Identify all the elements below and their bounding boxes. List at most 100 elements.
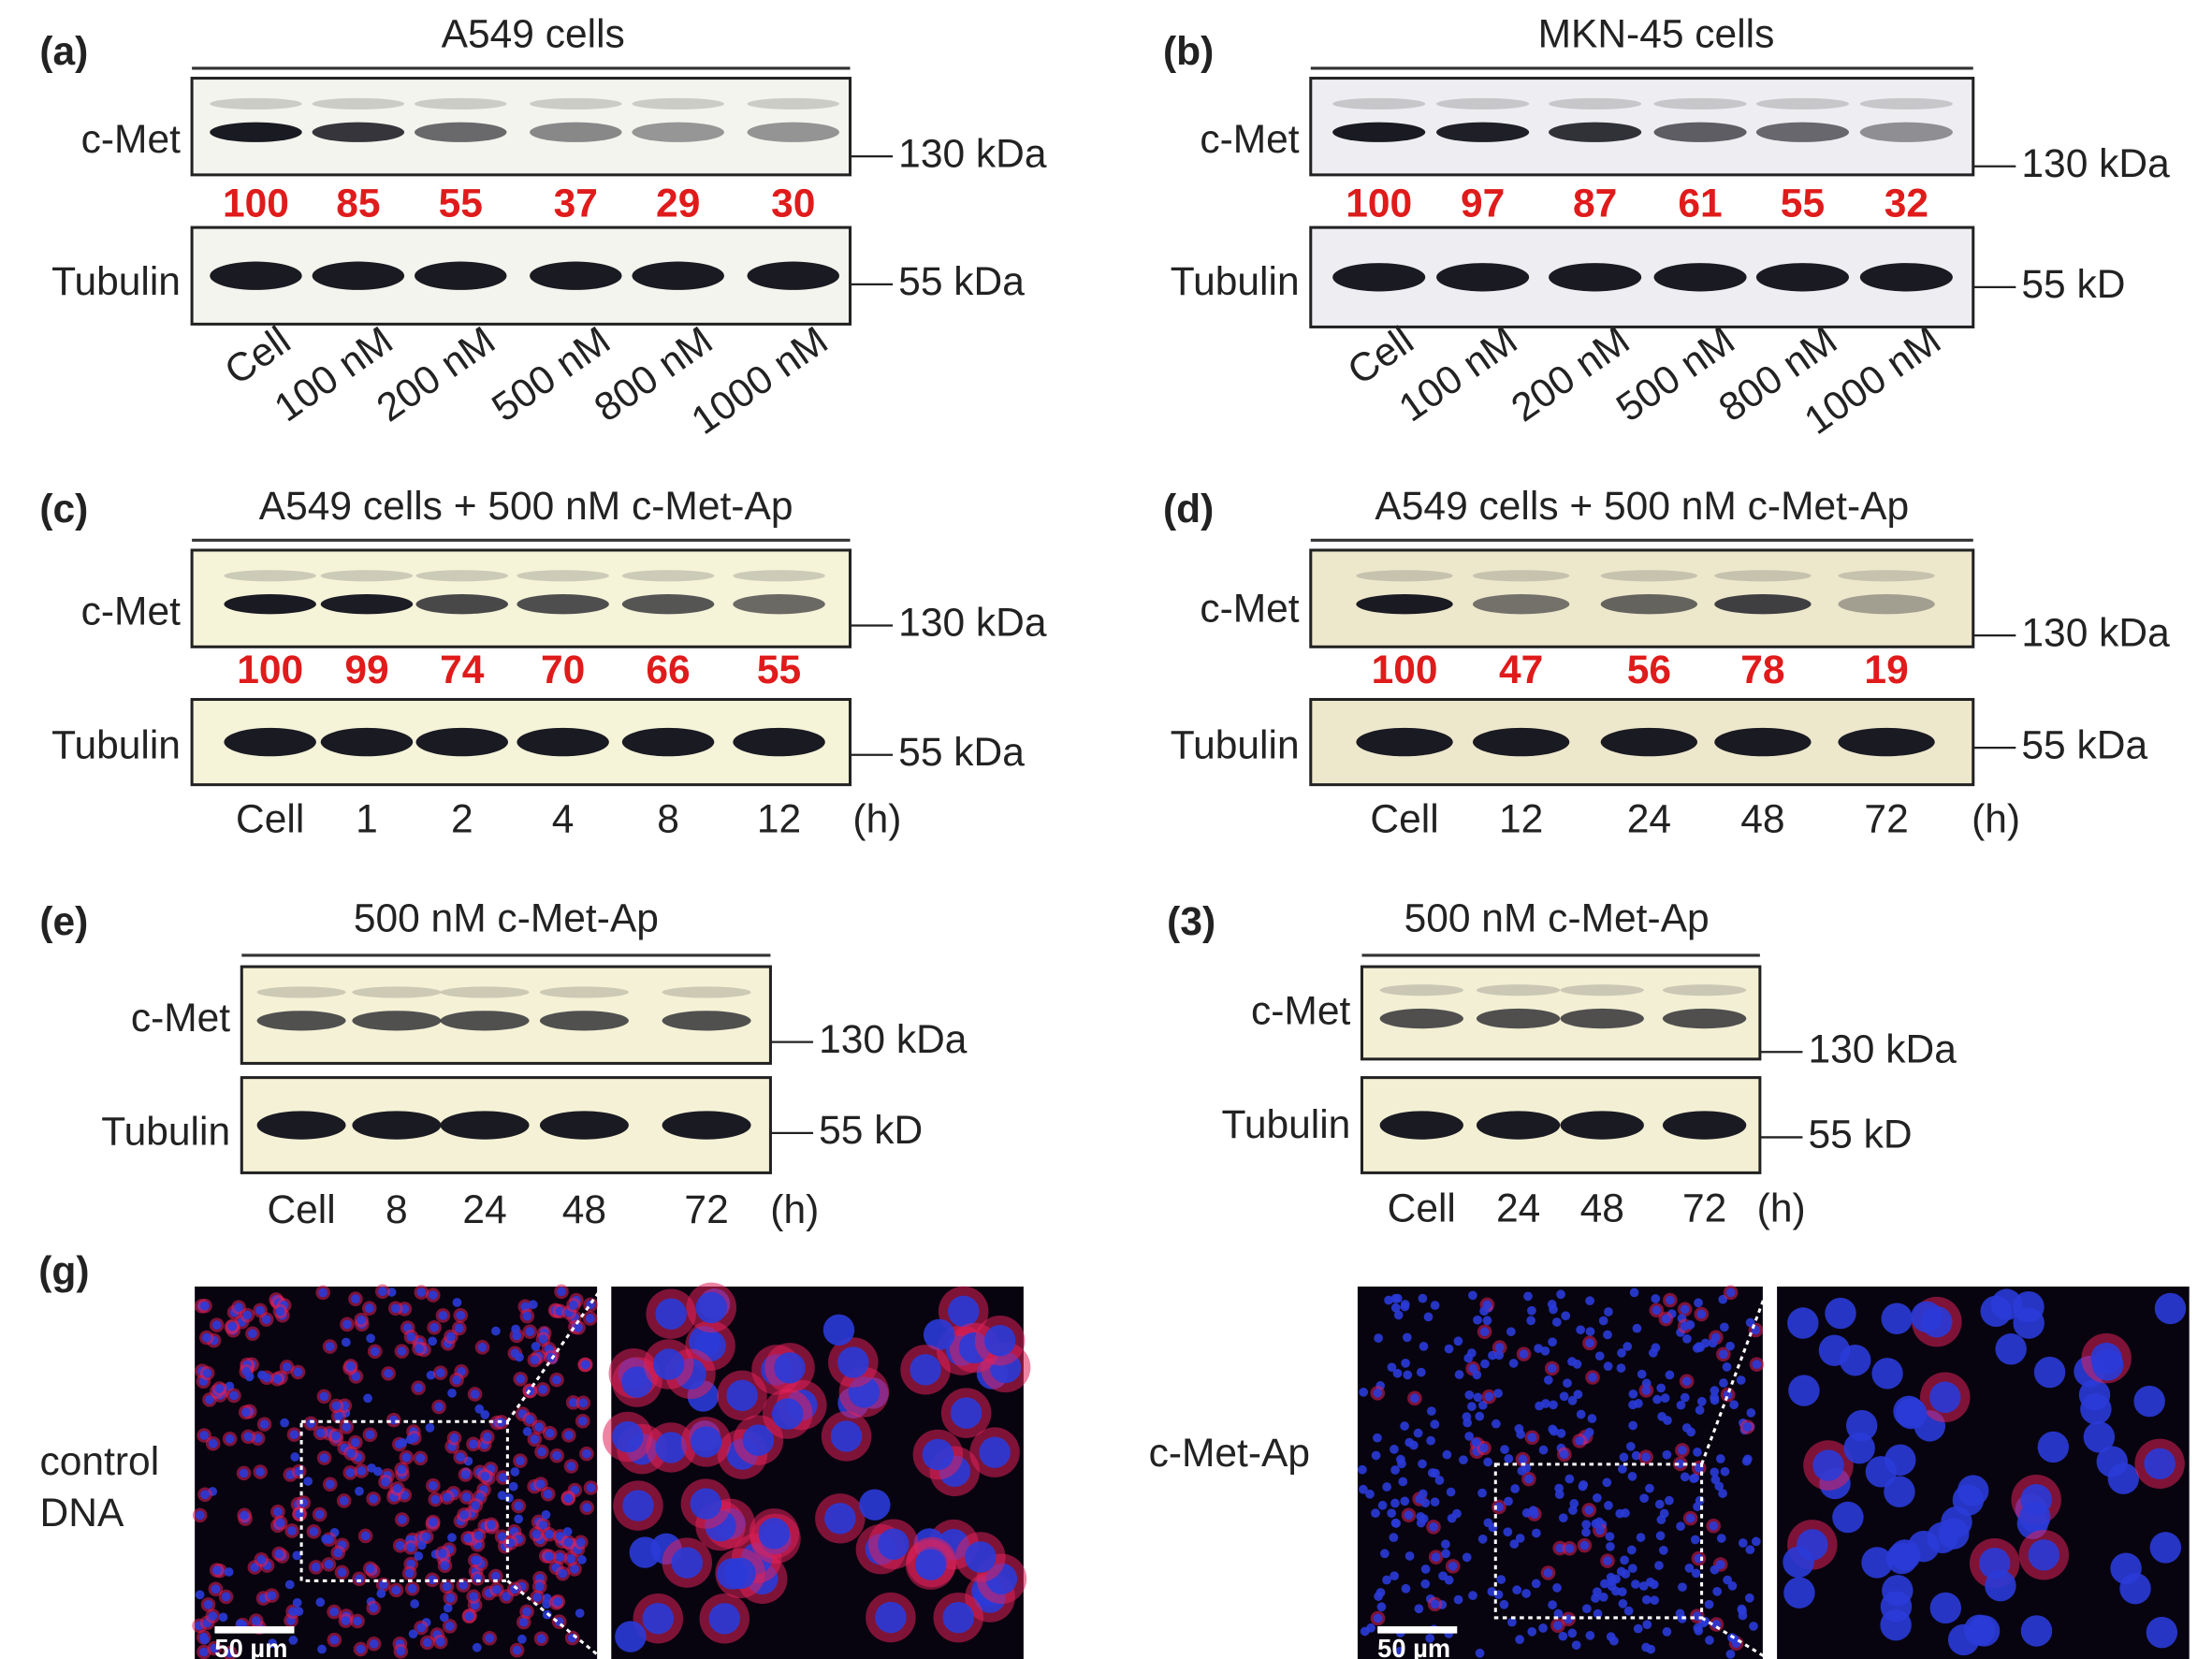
nucleus: [585, 1314, 595, 1323]
lane-label: Cell: [236, 796, 304, 841]
quantity: 100: [237, 648, 303, 692]
nucleus: [1515, 1635, 1524, 1644]
nucleus: [1676, 1400, 1686, 1410]
nucleus: [1549, 1400, 1558, 1410]
nucleus: [1572, 1360, 1582, 1369]
nucleus: [280, 1418, 289, 1428]
lane-label: 24: [462, 1187, 506, 1232]
nucleus: [1689, 1474, 1698, 1484]
band: [517, 594, 609, 615]
lane-label: 100 nM: [1391, 318, 1526, 431]
nucleus: [566, 1462, 576, 1471]
nucleus: [2083, 1421, 2116, 1453]
nucleus: [1527, 1305, 1536, 1316]
quantity: 32: [1885, 182, 1928, 226]
nucleus: [1825, 1297, 1856, 1330]
band: [210, 122, 302, 142]
lane-label: 2: [451, 796, 473, 841]
size-label: 130 kDa: [2021, 610, 2170, 655]
faint-band: [1436, 97, 1530, 109]
nucleus: [708, 1603, 741, 1635]
nucleus: [428, 1480, 438, 1491]
band: [1472, 727, 1570, 757]
lane-label: 8: [657, 796, 679, 841]
nucleus: [1952, 1484, 1985, 1516]
panel-label: (c): [39, 487, 88, 531]
nucleus: [2033, 1356, 2066, 1389]
nucleus: [257, 1370, 267, 1380]
nucleus: [360, 1531, 371, 1541]
nucleus: [615, 1621, 647, 1652]
nucleus: [443, 1603, 453, 1613]
faint-band: [530, 97, 622, 109]
quantity: 55: [1781, 182, 1825, 226]
nucleus: [1729, 1400, 1739, 1410]
nucleus: [555, 1552, 565, 1562]
nucleus: [1479, 1306, 1489, 1317]
nucleus: [1430, 1497, 1440, 1507]
nucleus: [1665, 1370, 1675, 1380]
nucleus: [1700, 1338, 1710, 1348]
nucleus: [428, 1290, 438, 1300]
nucleus: [1746, 1408, 1756, 1418]
nucleus: [242, 1310, 253, 1320]
nucleus: [569, 1300, 578, 1310]
nucleus: [574, 1323, 583, 1332]
nucleus: [1410, 1393, 1419, 1404]
quantity: 97: [1461, 182, 1505, 226]
nucleus: [1567, 1628, 1578, 1638]
nucleus: [1742, 1454, 1753, 1464]
nucleus: [1710, 1564, 1720, 1575]
nucleus: [261, 1315, 271, 1324]
nucleus: [355, 1486, 364, 1496]
nucleus: [642, 1603, 675, 1635]
nucleus: [1625, 1441, 1636, 1451]
nucleus: [1402, 1332, 1412, 1343]
nucleus: [1661, 1314, 1671, 1324]
nucleus: [211, 1565, 222, 1575]
quantity: 47: [1499, 648, 1543, 692]
nucleus: [534, 1581, 545, 1592]
nucleus: [205, 1394, 214, 1404]
nucleus: [282, 1362, 292, 1372]
nucleus: [2091, 1349, 2124, 1381]
nucleus: [195, 1590, 205, 1600]
size-label: 55 kD: [2021, 262, 2125, 307]
nucleus: [690, 1426, 722, 1458]
nucleus: [1579, 1540, 1590, 1550]
panel-title: MKN-45 cells: [1538, 12, 1775, 57]
band: [440, 1011, 530, 1031]
nucleus: [346, 1361, 356, 1371]
nucleus: [837, 1346, 869, 1378]
nucleus: [1685, 1513, 1695, 1523]
nucleus: [447, 1388, 457, 1398]
nucleus: [416, 1623, 426, 1633]
nucleus: [538, 1334, 548, 1345]
band: [320, 727, 414, 757]
size-label: 130 kDa: [819, 1017, 968, 1062]
nucleus: [369, 1638, 379, 1649]
nucleus: [1682, 1333, 1692, 1344]
nucleus: [293, 1367, 303, 1377]
nucleus: [392, 1484, 402, 1493]
condition-label: control: [40, 1439, 160, 1484]
nucleus: [325, 1342, 335, 1351]
nucleus: [458, 1580, 469, 1590]
nucleus: [1554, 1490, 1564, 1500]
nucleus: [1504, 1454, 1514, 1463]
band: [1653, 263, 1747, 292]
nucleus: [235, 1619, 245, 1629]
lane-label: 12: [757, 796, 801, 841]
nucleus: [1403, 1370, 1413, 1380]
nucleus: [1516, 1430, 1526, 1439]
nucleus: [1400, 1421, 1409, 1431]
nucleus: [1538, 1623, 1548, 1633]
faint-band: [1560, 984, 1644, 997]
nucleus: [1696, 1396, 1707, 1406]
nucleus: [1880, 1608, 1912, 1641]
size-label: 55 kD: [1809, 1113, 1913, 1157]
nucleus: [1477, 1488, 1487, 1498]
faint-band: [1356, 570, 1453, 582]
nucleus: [1568, 1506, 1578, 1515]
size-label: 130 kDa: [1809, 1027, 1957, 1072]
